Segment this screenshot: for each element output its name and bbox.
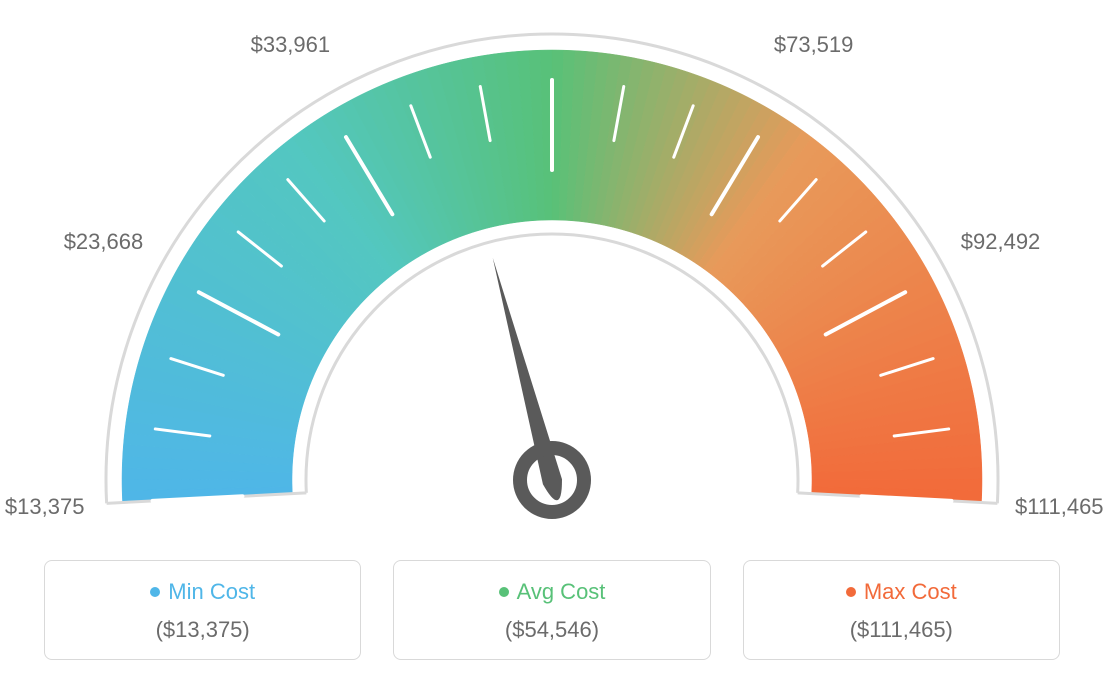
gauge-scale-label: $23,668: [64, 229, 144, 255]
legend-value: ($13,375): [57, 617, 348, 643]
gauge-scale-label: $111,465: [1015, 494, 1104, 520]
legend-value: ($54,546): [406, 617, 697, 643]
legend-card-min: Min Cost ($13,375): [44, 560, 361, 660]
legend-title: Min Cost: [168, 579, 255, 605]
gauge-scale-label: $73,519: [774, 32, 854, 58]
legend-dot-icon: [150, 587, 160, 597]
legend-title: Avg Cost: [517, 579, 606, 605]
gauge-chart: [0, 0, 1104, 540]
gauge-scale-label: $13,375: [5, 494, 85, 520]
legend-dot-icon: [846, 587, 856, 597]
gauge-container: $13,375$23,668$33,961$54,546$73,519$92,4…: [0, 0, 1104, 540]
legend-card-max: Max Cost ($111,465): [743, 560, 1060, 660]
gauge-scale-label: $33,961: [251, 32, 331, 58]
legend-title: Max Cost: [864, 579, 957, 605]
gauge-scale-label: $92,492: [961, 229, 1041, 255]
legend-dot-icon: [499, 587, 509, 597]
legend-title-row: Avg Cost: [499, 579, 606, 605]
legend-value: ($111,465): [756, 617, 1047, 643]
legend-title-row: Min Cost: [150, 579, 255, 605]
legend-title-row: Max Cost: [846, 579, 957, 605]
legend-card-avg: Avg Cost ($54,546): [393, 560, 710, 660]
legend-row: Min Cost ($13,375) Avg Cost ($54,546) Max Co…: [0, 560, 1104, 660]
